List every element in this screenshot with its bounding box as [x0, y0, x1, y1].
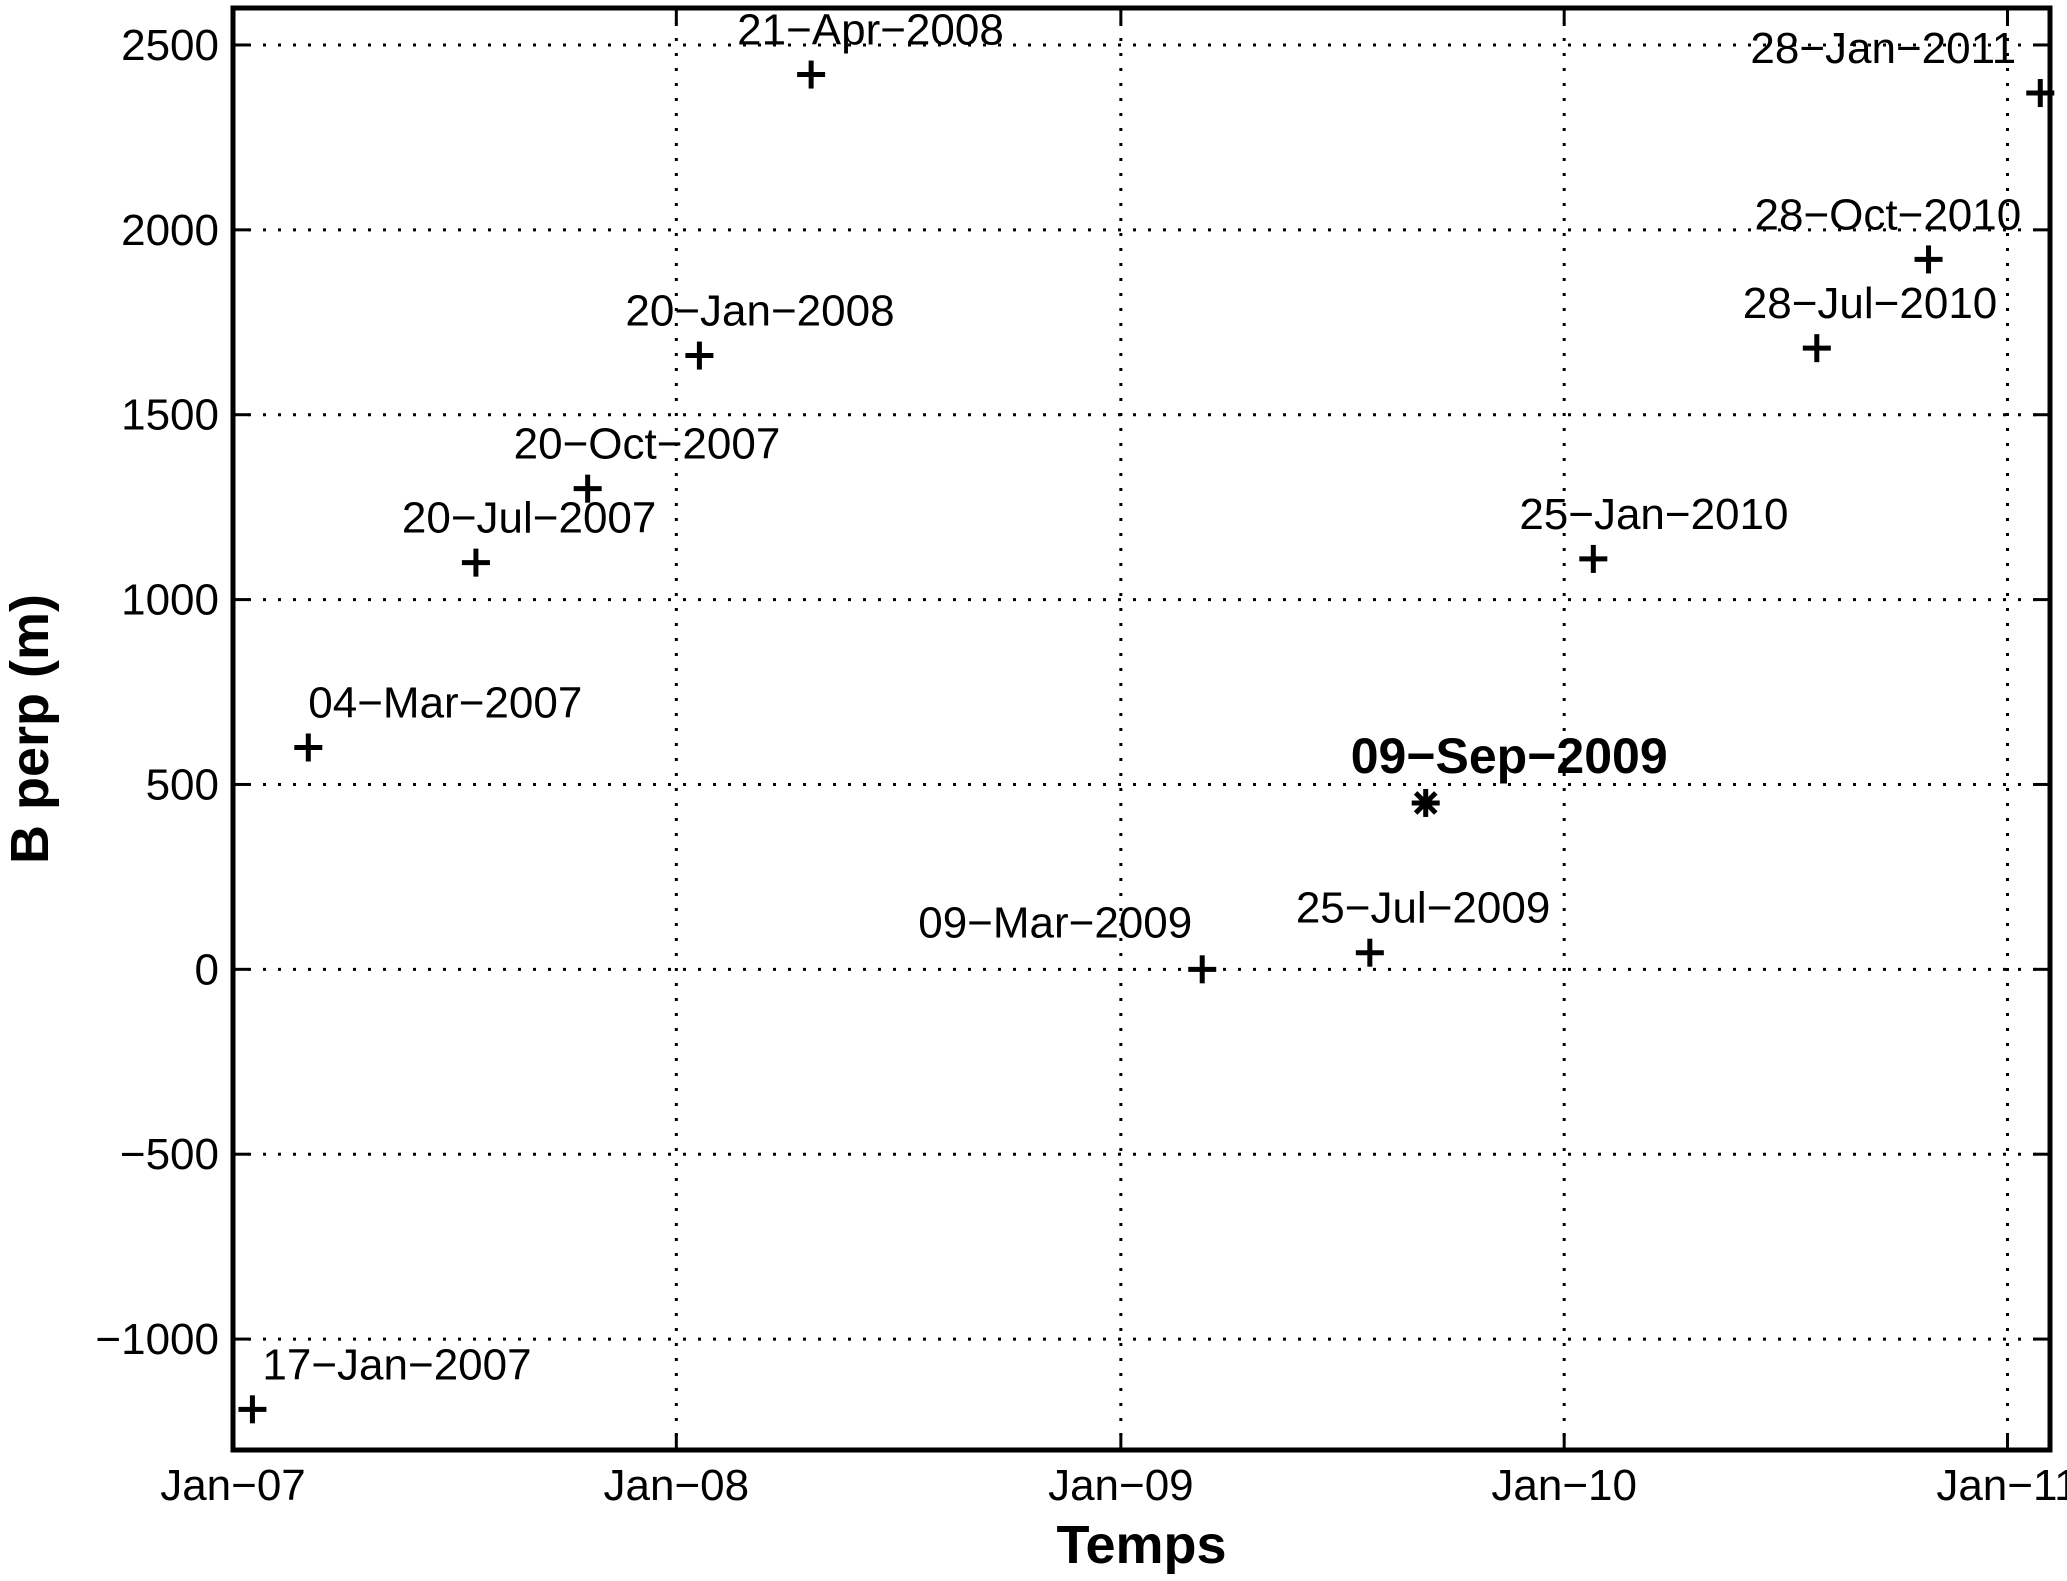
point-date-label: 17−Jan−2007: [262, 1340, 531, 1389]
y-tick-label: 1500: [121, 391, 219, 440]
x-tick-label: Jan−11: [1936, 1461, 2067, 1510]
data-point: 25−Jan−2010: [1519, 490, 1788, 573]
data-point: 20−Jul−2007: [402, 494, 656, 577]
y-tick-label: 0: [195, 945, 219, 994]
star-marker-stroke: [1413, 791, 1438, 815]
master-point: 09−Sep−2009: [1351, 728, 1668, 817]
point-date-label: 04−Mar−2007: [308, 678, 582, 727]
data-point: 17−Jan−2007: [238, 1340, 532, 1424]
y-axis-title: B perp (m): [0, 594, 60, 864]
tick-labels-layer: −1000 −500 0 500 1000 1500 2000 2500 Jan−07 Jan−0…: [95, 21, 2067, 1510]
point-date-label: 20−Oct−2007: [514, 420, 781, 469]
y-tick-label: 500: [146, 760, 219, 809]
y-tick-label: −500: [120, 1130, 219, 1179]
point-date-label: 20−Jul−2007: [402, 494, 656, 543]
x-tick-label: Jan−08: [604, 1461, 750, 1510]
point-date-label: 25−Jan−2010: [1519, 490, 1788, 539]
y-tick-label: 1000: [121, 576, 219, 625]
point-date-label: 25−Jul−2009: [1296, 884, 1550, 933]
data-point: 04−Mar−2007: [294, 678, 582, 762]
point-date-label: 20−Jan−2008: [625, 287, 894, 336]
master-date-label: 09−Sep−2009: [1351, 728, 1668, 784]
x-tick-label: Jan−10: [1491, 1461, 1637, 1510]
point-date-label: 28−Oct−2010: [1755, 190, 2022, 239]
points-layer: 17−Jan−2007 04−Mar−2007 20−Jul−2007 20−Oct−…: [238, 6, 2055, 1424]
point-date-label: 21−Apr−2008: [737, 6, 1004, 55]
grid-layer: [231, 8, 2050, 1450]
y-tick-label: −1000: [95, 1315, 219, 1364]
data-point: 25−Jul−2009: [1296, 884, 1550, 967]
data-point: 28−Jul−2010: [1743, 279, 1997, 363]
point-date-label: 28−Jul−2010: [1743, 279, 1997, 328]
data-point: 20−Oct−2007: [514, 420, 781, 503]
point-date-label: 28−Jan−2011: [1750, 24, 2016, 73]
data-point: 28−Oct−2010: [1755, 190, 2022, 274]
data-point: 20−Jan−2008: [625, 287, 895, 370]
x-axis-title: Temps: [1056, 1515, 1226, 1575]
x-tick-label: Jan−09: [1048, 1461, 1194, 1510]
point-date-label: 09−Mar−2009: [918, 898, 1192, 947]
plot-frame: [230, 5, 2053, 1453]
data-point: 21−Apr−2008: [737, 6, 1004, 89]
x-tick-label: Jan−07: [160, 1461, 306, 1510]
data-point: 09−Mar−2009: [918, 898, 1217, 984]
y-tick-label: 2500: [121, 21, 219, 70]
y-tick-label: 2000: [121, 206, 219, 255]
data-point: 28−Jan−2011: [1750, 24, 2055, 108]
